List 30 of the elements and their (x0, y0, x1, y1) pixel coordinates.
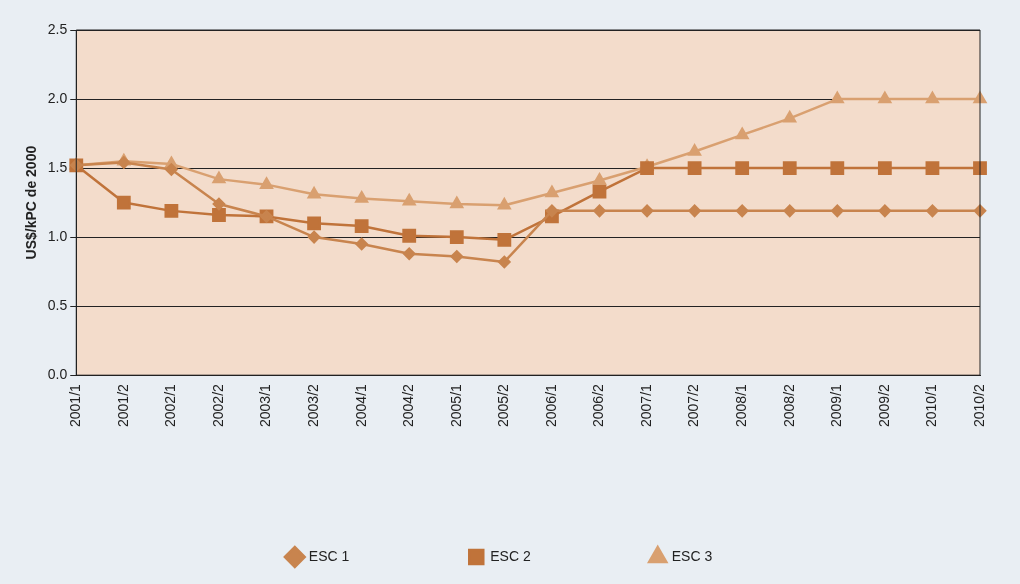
x-tick-label: 2008/2 (780, 383, 797, 428)
y-tick-label: 2.0 (47, 89, 68, 106)
y-tick-label: 0.5 (47, 297, 68, 313)
x-tick-label: 2003/1 (257, 383, 274, 428)
x-tick-label: 2001/1 (67, 383, 84, 428)
legend-label: ESC 3 (671, 547, 713, 564)
x-tick-label: 2005/2 (495, 383, 512, 428)
x-tick-label: 2003/2 (304, 383, 321, 428)
x-tick-label: 2010/2 (970, 383, 987, 428)
x-tick-label: 2009/2 (875, 383, 892, 428)
x-tick-label: 2009/1 (828, 383, 845, 428)
x-tick-label: 2007/2 (685, 383, 702, 428)
x-tick-label: 2004/1 (352, 383, 369, 428)
x-tick-label: 2006/2 (590, 383, 607, 428)
y-tick-label: 1.0 (47, 227, 68, 244)
x-tick-label: 2010/1 (923, 383, 940, 428)
x-tick-label: 2005/1 (447, 383, 464, 428)
x-tick-label: 2006/1 (542, 383, 559, 428)
y-tick-label: 1.5 (47, 158, 68, 175)
x-tick-label: 2007/1 (637, 383, 654, 428)
y-axis-title: US$/kPC de 2000 (23, 145, 40, 260)
legend-label: ESC 2 (490, 547, 531, 564)
x-tick-label: 2008/1 (733, 383, 750, 428)
x-tick-label: 2001/2 (114, 383, 131, 428)
x-tick-label: 2002/1 (162, 383, 179, 428)
legend-label: ESC 1 (308, 547, 350, 564)
x-tick-label: 2002/2 (209, 383, 226, 428)
x-tick-label: 2004/2 (400, 383, 417, 428)
y-tick-label: 0.0 (47, 366, 68, 383)
y-tick-label: 2.5 (47, 20, 68, 37)
